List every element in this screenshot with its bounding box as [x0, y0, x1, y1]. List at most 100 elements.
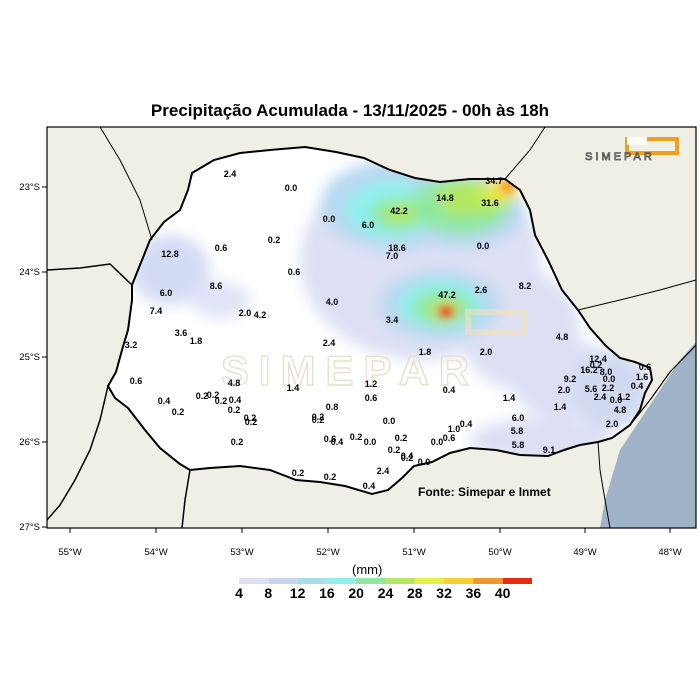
- coastline-south: [597, 441, 611, 528]
- station-value: 0.6: [215, 243, 228, 253]
- scale-tick-label: 40: [494, 585, 511, 601]
- station-value: 0.0: [610, 395, 623, 405]
- station-value: 0.4: [229, 395, 242, 405]
- station-value: 2.4: [224, 169, 237, 179]
- station-value: 18.6: [388, 243, 406, 253]
- station-value: 4.8: [228, 378, 241, 388]
- scale-segment: [502, 578, 532, 584]
- longitude-labels: 55°W 54°W 53°W 52°W 51°W 50°W 49°W 48°W: [58, 528, 682, 558]
- station-value: 0.0: [383, 416, 396, 426]
- station-value: 0.2: [207, 390, 220, 400]
- station-value: 0.2: [395, 433, 408, 443]
- station-value: 0.0: [431, 437, 444, 447]
- station-value: 6.0: [512, 413, 525, 423]
- station-value: 0.2: [215, 396, 228, 406]
- station-value: 8.2: [519, 281, 532, 291]
- neighbor-border-east: [577, 279, 696, 311]
- station-value: 5.6: [585, 384, 598, 394]
- scale-tick-label: 32: [436, 585, 452, 601]
- coastline: [629, 344, 696, 426]
- scale-segment: [297, 578, 327, 584]
- station-value: 12.4: [589, 354, 607, 364]
- map-title: Precipitação Acumulada - 13/11/2025 - 00…: [150, 101, 550, 120]
- station-value: 2.0: [606, 419, 619, 429]
- station-value: 0.4: [443, 385, 456, 395]
- lat-label: 24°S: [19, 267, 40, 278]
- latitude-labels: 23°S 24°S 25°S 26°S 27°S: [19, 182, 47, 533]
- lon-label: 49°W: [573, 547, 596, 558]
- station-value: 6.0: [160, 288, 173, 298]
- station-value: 0.2: [324, 472, 337, 482]
- scale-tick-label: 12: [289, 585, 306, 601]
- station-value: 0.4: [460, 419, 473, 429]
- station-value: 12.8: [161, 249, 179, 259]
- station-value: 0.0: [285, 183, 298, 193]
- scale-segment: [444, 578, 474, 584]
- station-value: 0.4: [363, 481, 376, 491]
- color-scale-bar: [212, 578, 532, 584]
- neighbor-border-southwest: [47, 385, 109, 521]
- lon-label: 48°W: [658, 547, 681, 558]
- station-value: 0.6: [324, 434, 337, 444]
- station-value: 3.2: [125, 340, 138, 350]
- scale-segment: [385, 578, 415, 584]
- station-value: 8.6: [210, 281, 223, 291]
- watermark-text: SIMEPAR: [221, 347, 479, 394]
- scale-segment: [212, 578, 239, 584]
- station-value: 0.4: [158, 396, 171, 406]
- station-value: 1.4: [287, 383, 300, 393]
- scale-tick-labels: 4 8 12 16 20 24 28 32 36 40: [0, 585, 700, 605]
- station-value: 1.4: [554, 402, 567, 412]
- station-value: 0.2: [350, 432, 363, 442]
- station-values: 2.40.00.042.214.834.731.66.018.67.00.012…: [125, 169, 652, 491]
- station-value: 0.6: [639, 362, 652, 372]
- lat-label: 23°S: [19, 182, 40, 193]
- station-value: 9.1: [543, 445, 556, 455]
- scale-segment: [326, 578, 357, 584]
- station-value: 5.8: [511, 426, 524, 436]
- station-value: 14.8: [436, 193, 454, 203]
- station-value: 0.6: [443, 433, 456, 443]
- station-value: 47.2: [438, 290, 456, 300]
- station-value: 2.0: [480, 347, 493, 357]
- station-value: 2.4: [594, 392, 607, 402]
- station-value: 7.0: [386, 251, 399, 261]
- station-value: 0.2: [401, 453, 414, 463]
- scale-tick-label: 36: [465, 585, 482, 601]
- neighbor-border-west: [47, 263, 133, 286]
- data-source-note: Fonte: Simepar e Inmet: [418, 485, 551, 499]
- station-value: 1.0: [448, 424, 461, 434]
- lat-label: 25°S: [19, 352, 40, 363]
- station-value: 0.2: [590, 360, 603, 370]
- station-value: 0.0: [603, 374, 616, 384]
- station-value: 7.4: [150, 306, 163, 316]
- scale-segment: [356, 578, 386, 584]
- station-value: 3.4: [386, 315, 399, 325]
- station-value: 0.2: [196, 391, 209, 401]
- station-value: 0.2: [172, 407, 185, 417]
- scale-segment: [268, 578, 298, 584]
- station-value: 2.4: [377, 466, 390, 476]
- station-value: 4.8: [556, 332, 569, 342]
- station-value: 0.0: [418, 457, 431, 467]
- station-value: 2.4: [323, 338, 336, 348]
- station-value: 2.0: [558, 385, 571, 395]
- logo-text: SIMEPAR: [585, 151, 655, 163]
- station-value: 1.4: [503, 393, 516, 403]
- neighbor-border-northwest: [99, 127, 153, 241]
- station-value: 0.6: [130, 376, 143, 386]
- station-value: 34.7: [485, 176, 503, 186]
- station-value: 0.4: [331, 437, 344, 447]
- station-value: 0.2: [245, 417, 258, 427]
- station-value: 0.2: [312, 412, 325, 422]
- station-value: 2.6: [475, 285, 488, 295]
- station-value: 0.4: [631, 381, 644, 391]
- station-value: 0.6: [365, 393, 378, 403]
- station-value: 0.2: [244, 413, 257, 423]
- station-value: 0.2: [231, 437, 244, 447]
- station-value: 1.8: [419, 347, 432, 357]
- station-value: 4.8: [614, 405, 627, 415]
- station-value: 16.2: [580, 365, 598, 375]
- lon-label: 52°W: [316, 547, 339, 558]
